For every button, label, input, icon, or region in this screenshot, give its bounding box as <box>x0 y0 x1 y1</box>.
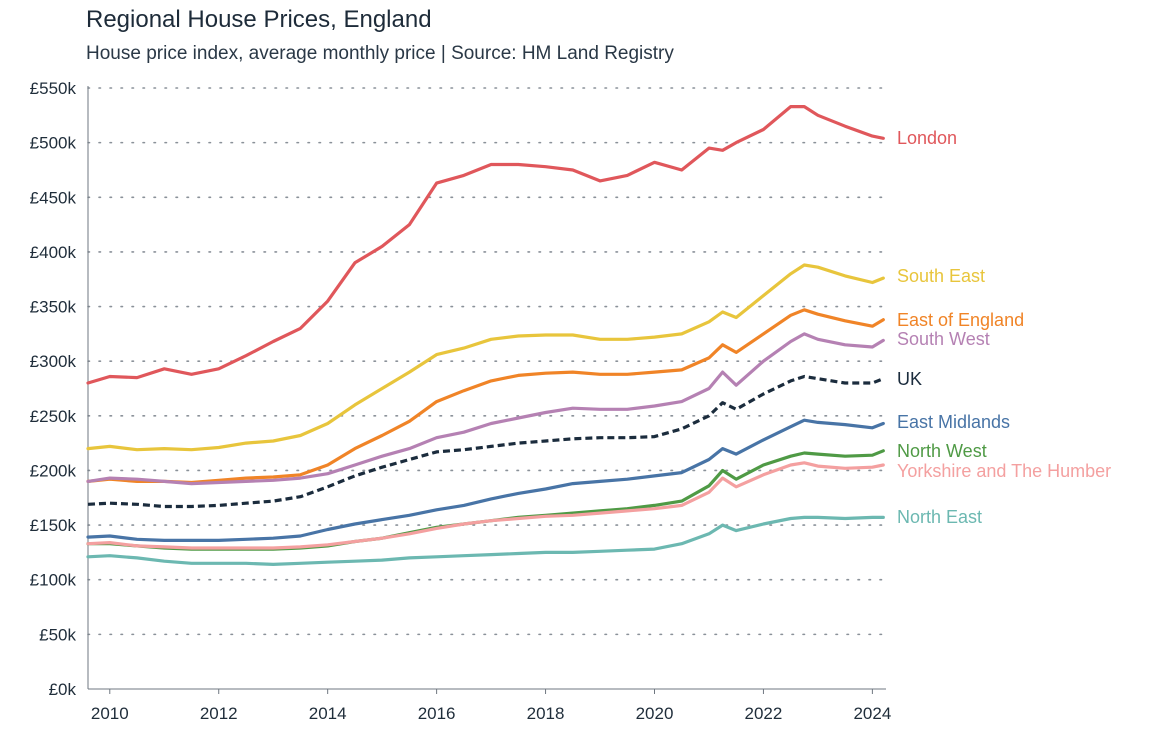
series-line-south-west <box>86 332 885 486</box>
y-tick-label: £400k <box>30 243 77 262</box>
y-tick-label: £350k <box>30 298 77 317</box>
x-tick-label: 2014 <box>309 704 347 723</box>
series-line-yorkshire-and-the-humber <box>86 461 885 550</box>
series-label-east-of-england: East of England <box>897 310 1024 330</box>
series-label-south-west: South West <box>897 329 990 349</box>
series-label-yorkshire-and-the-humber: Yorkshire and The Humber <box>897 461 1111 481</box>
x-tick-label: 2020 <box>636 704 674 723</box>
x-tick-label: 2012 <box>200 704 238 723</box>
x-tick-label: 2024 <box>853 704 891 723</box>
x-tick-label: 2018 <box>527 704 565 723</box>
y-tick-label: £0k <box>49 680 77 699</box>
series-line-london <box>86 105 885 385</box>
y-tick-label: £250k <box>30 407 77 426</box>
y-tick-label: £300k <box>30 352 77 371</box>
y-tick-label: £150k <box>30 516 77 535</box>
series-label-north-west: North West <box>897 441 987 461</box>
y-tick-label: £100k <box>30 571 77 590</box>
series-line-east-midlands <box>86 418 885 542</box>
series-lines <box>86 105 885 566</box>
series-line-south-east <box>86 263 885 452</box>
x-tick-label: 2016 <box>418 704 456 723</box>
series-label-london: London <box>897 128 957 148</box>
series-line-north-east <box>86 515 885 566</box>
x-tick-label: 2010 <box>91 704 129 723</box>
gridlines <box>87 87 887 636</box>
y-tick-label: £50k <box>39 625 76 644</box>
series-line-uk <box>87 374 884 509</box>
y-tick-label: £200k <box>30 461 77 480</box>
chart-title: Regional House Prices, England <box>86 6 432 33</box>
x-tick-label: 2022 <box>745 704 783 723</box>
y-tick-label: £500k <box>30 134 77 153</box>
series-line-east-of-england <box>86 308 885 485</box>
y-tick-label: £450k <box>30 188 77 207</box>
y-tick-label: £550k <box>30 79 77 98</box>
series-label-uk: UK <box>897 369 922 389</box>
series-label-north-east: North East <box>897 507 982 527</box>
series-label-south-east: South East <box>897 266 985 286</box>
axes: £0k £50k £100k £150k £200k £250k £300k £350k £40… <box>30 79 892 723</box>
chart-subtitle: House price index, average monthly price… <box>86 43 674 64</box>
series-label-east-midlands: East Midlands <box>897 412 1010 432</box>
